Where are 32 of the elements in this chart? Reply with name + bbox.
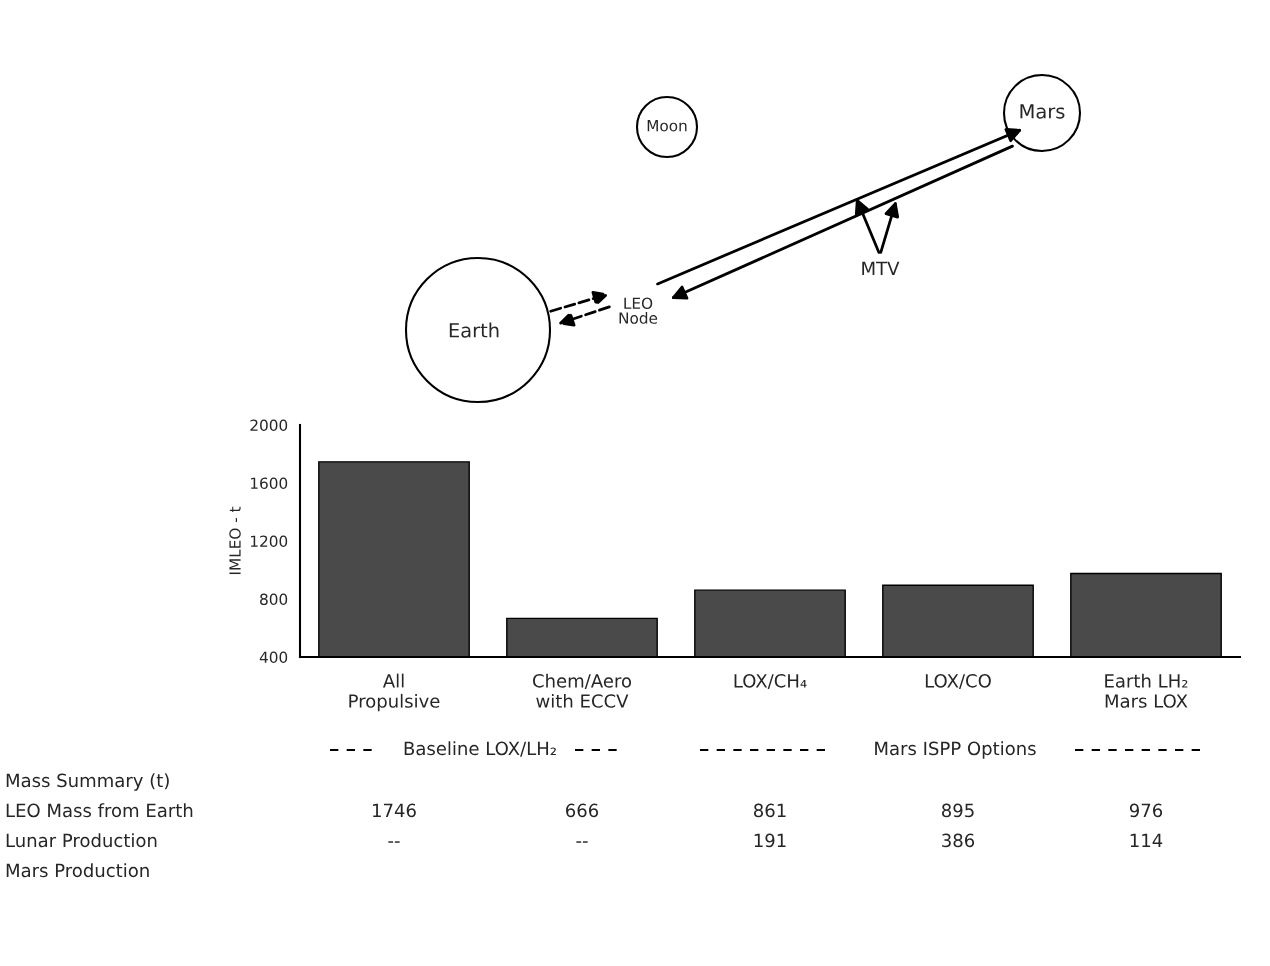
data-label: 1746 bbox=[373, 803, 416, 818]
text: -- bbox=[576, 841, 588, 843]
text: LEO Node bbox=[619, 297, 658, 324]
text: LEO Mass from Earth bbox=[6, 803, 193, 818]
text: Lunar Production bbox=[6, 833, 157, 848]
y-tick-label: 2000 bbox=[250, 419, 288, 432]
y-tick-label: 800 bbox=[260, 593, 288, 606]
x-tick-label: LOX/CH₄ bbox=[734, 673, 807, 690]
text: Mass Summary (t) bbox=[6, 773, 169, 791]
text: Moon bbox=[647, 120, 687, 132]
text: 386 bbox=[942, 833, 975, 848]
x-tick-label: LOX/CO bbox=[925, 673, 991, 690]
text: Earth bbox=[449, 322, 499, 338]
text: 114 bbox=[1130, 833, 1163, 847]
y-axis-title: IMLEO - t bbox=[229, 506, 241, 575]
x-tick-label: Earth LH₂ Mars LOX bbox=[1105, 673, 1188, 708]
x-tick-label: Chem/Aero with ECCV bbox=[532, 673, 632, 708]
text: Mars ISPP Options bbox=[875, 741, 1036, 759]
y-tick-label: 400 bbox=[259, 651, 288, 664]
data-label: 976 bbox=[1129, 803, 1163, 818]
text: Mars Production bbox=[6, 863, 149, 878]
data-label: 895 bbox=[941, 803, 974, 818]
y-tick-label: 1200 bbox=[250, 535, 288, 548]
text: -- bbox=[388, 841, 400, 843]
y-tick-label: 1600 bbox=[250, 477, 288, 490]
x-tick-label: All Propulsive bbox=[349, 673, 440, 712]
text: MTV bbox=[862, 261, 900, 275]
data-label: 666 bbox=[566, 803, 599, 818]
text: Mars bbox=[1020, 104, 1065, 119]
text: Baseline LOX/LH₂ bbox=[404, 741, 556, 757]
text: 191 bbox=[754, 833, 786, 848]
data-label: 861 bbox=[753, 803, 786, 818]
